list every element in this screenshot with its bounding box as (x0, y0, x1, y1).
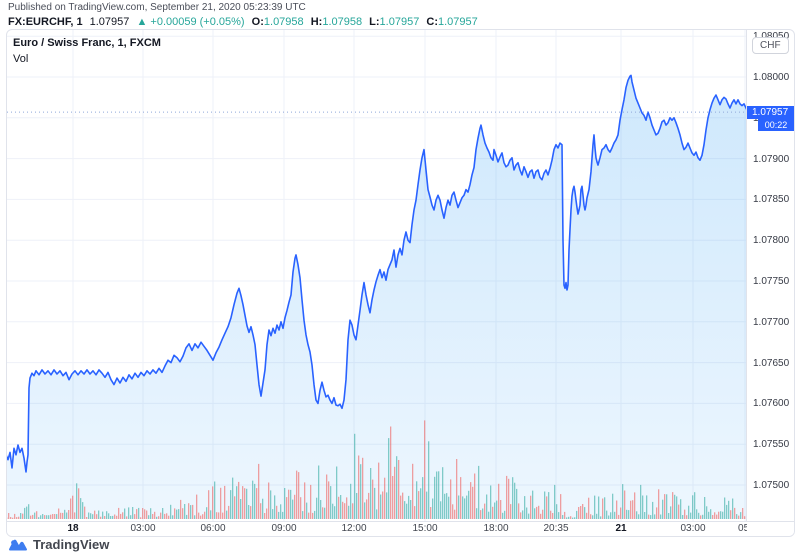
chart-legend: Euro / Swiss Franc, 1, FXCM Vol (13, 37, 161, 65)
tradingview-logo-icon[interactable] (8, 537, 28, 552)
symbol-title: FX:EURCHF, 1 (8, 16, 83, 28)
chart-widget: Euro / Swiss Franc, 1, FXCM Vol CHF 1.07… (6, 29, 795, 537)
low-label: L: (369, 16, 380, 28)
price-change: +0.00059 (+0.05%) (150, 16, 245, 28)
open-value: 1.07958 (263, 16, 304, 28)
chart-legend-title: Euro / Swiss Franc, 1, FXCM (13, 37, 161, 49)
price-tick-label: 1.07550 (753, 439, 790, 451)
currency-button[interactable]: CHF (752, 37, 789, 54)
price-tick-label: 1.07900 (753, 153, 790, 165)
time-tick-label: 18:00 (483, 523, 509, 534)
price-tick-label: 1.07800 (753, 235, 790, 247)
price-tick-label: 1.07700 (753, 316, 790, 328)
time-tick-label: 06:00 (200, 523, 226, 534)
price-badge: 1.07957 (747, 105, 794, 119)
time-axis-labels: 18 03:00 06:00 09:00 12:00 15:00 18:00 20:35 21 0… (7, 522, 747, 536)
price-chart[interactable] (7, 30, 746, 521)
footer: TradingView (8, 537, 109, 552)
time-tick-label: 03:00 (680, 523, 706, 534)
price-tick-label: 1.07750 (753, 276, 790, 287)
time-tick-label: 03:00 (130, 523, 156, 534)
close-value: 1.07957 (437, 16, 478, 28)
price-tick-label: 1.07850 (753, 194, 790, 206)
price-axis[interactable]: CHF 1.07957 00:22 1.080501.080001.079501… (746, 30, 794, 521)
price-tick-label: 1.07500 (753, 480, 790, 491)
chart-pane[interactable]: Euro / Swiss Franc, 1, FXCM Vol (7, 30, 746, 521)
header: Published on TradingView.com, September … (8, 2, 478, 28)
time-tick-label: 20:35 (543, 523, 569, 534)
time-tick-label: 12:00 (341, 523, 367, 534)
close-label: C: (426, 16, 438, 28)
high-value: 1.07958 (322, 16, 363, 28)
chart-legend-volume-indicator: Vol (13, 53, 29, 65)
up-arrow-icon: ▲ (136, 16, 148, 28)
high-label: H: (310, 16, 323, 28)
symbol-status-line: FX:EURCHF, 1 1.07957 ▲ +0.00059 (+0.05%)… (8, 16, 478, 28)
last-price: 1.07957 (89, 16, 130, 28)
price-tick-label: 1.08050 (753, 31, 789, 42)
open-label: O: (251, 16, 264, 28)
tradingview-brand-text[interactable]: TradingView (33, 537, 110, 552)
low-value: 1.07957 (379, 16, 420, 28)
price-tick-label: 1.07600 (753, 398, 790, 410)
time-tick-label: 21 (615, 523, 627, 534)
published-note: Published on TradingView.com, September … (8, 2, 306, 13)
countdown-badge: 00:22 (758, 118, 794, 131)
time-tick-label: 18 (67, 523, 79, 534)
time-tick-label: 05: (738, 523, 747, 534)
time-tick-label: 09:00 (271, 523, 297, 534)
price-tick-label: 1.08000 (753, 72, 790, 83)
time-axis[interactable]: 18 03:00 06:00 09:00 12:00 15:00 18:00 20:35 21 0… (7, 521, 794, 536)
time-tick-label: 15:00 (412, 523, 438, 534)
price-tick-label: 1.07650 (753, 357, 790, 369)
